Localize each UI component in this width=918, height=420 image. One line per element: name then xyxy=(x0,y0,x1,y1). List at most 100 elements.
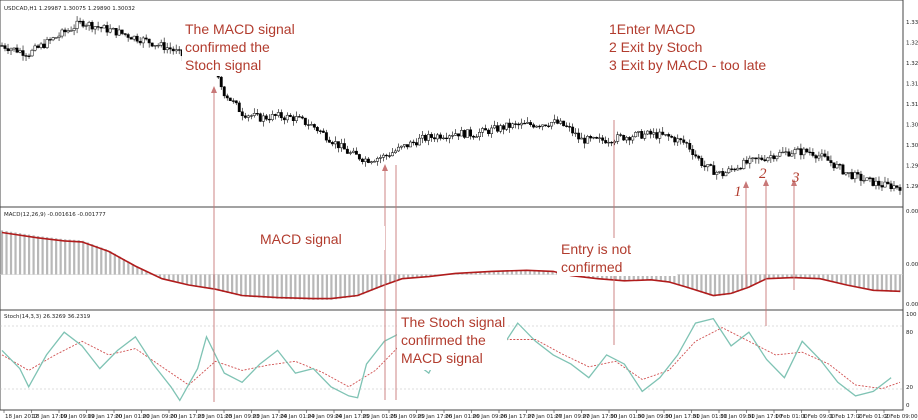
macd-tick-label: 0.00 xyxy=(906,209,918,215)
price-tick-label: 1.30 xyxy=(906,143,918,149)
candle-body xyxy=(378,157,382,159)
macd-histogram-bar xyxy=(118,256,121,275)
candle-body xyxy=(264,115,268,120)
candle-body xyxy=(424,134,427,141)
macd-histogram-bar xyxy=(9,231,13,275)
macd-histogram-bar xyxy=(501,270,504,275)
macd-histogram-bar xyxy=(777,274,780,279)
macd-histogram-bar xyxy=(253,274,256,298)
candle-body xyxy=(505,122,509,130)
candle-body xyxy=(399,145,403,148)
price-tick-label: 1.31 xyxy=(906,82,918,88)
candle-body xyxy=(225,95,229,99)
candle-body xyxy=(691,149,695,155)
candle-body xyxy=(709,164,713,166)
candle-body xyxy=(402,144,406,147)
macd-histogram-bar xyxy=(190,274,193,286)
time-tick-label: 18 Jan 2017 xyxy=(5,414,38,420)
stoch-axis: 100 80 20 0 xyxy=(906,312,917,409)
candle-body xyxy=(847,172,851,174)
macd-histogram-bar xyxy=(398,274,401,281)
candle-body xyxy=(697,155,701,159)
candle-body xyxy=(87,22,91,26)
candle-body xyxy=(808,151,812,154)
macd-histogram-bar xyxy=(835,274,838,284)
macd-histogram-bar xyxy=(208,274,211,289)
candle-body xyxy=(366,158,370,163)
candle-body xyxy=(138,40,142,44)
candle-body xyxy=(820,153,824,157)
candle-body xyxy=(535,125,539,128)
macd-histogram-bar xyxy=(759,274,762,283)
candle-body xyxy=(598,137,602,139)
candle-body xyxy=(48,39,52,41)
macd-histogram-bar xyxy=(853,274,856,288)
macd-histogram-bar xyxy=(849,274,852,287)
candle-body xyxy=(487,129,490,134)
macd-histogram-bar xyxy=(619,274,622,281)
candle-body xyxy=(156,44,160,47)
candle-body xyxy=(751,157,755,159)
candle-body xyxy=(99,27,103,29)
candle-body xyxy=(174,49,178,52)
macd-histogram-bar xyxy=(474,272,477,275)
stoch-tick-label: 100 xyxy=(906,312,917,318)
macd-histogram-bar xyxy=(709,274,712,296)
candle-body xyxy=(877,180,881,186)
macd-histogram-bar xyxy=(429,274,432,277)
stoch-tick-label: 0 xyxy=(906,403,910,409)
candle-body xyxy=(276,112,280,116)
candle-body xyxy=(538,125,542,128)
macd-histogram-bar xyxy=(370,274,374,291)
candle-body xyxy=(421,134,424,139)
candle-body xyxy=(673,137,677,143)
candle-body xyxy=(258,113,262,122)
macd-histogram-bar xyxy=(686,274,690,289)
time-tick-label: 2 Feb 01:00 xyxy=(858,414,891,420)
candle-body xyxy=(712,165,716,175)
candle-body xyxy=(562,120,566,127)
candle-body xyxy=(748,157,752,164)
macd-line xyxy=(1,231,901,300)
candle-body xyxy=(790,153,794,157)
macd-histogram-bar xyxy=(416,274,419,278)
candle-body xyxy=(871,177,875,186)
arrow-5 xyxy=(791,179,797,186)
candle-body xyxy=(6,48,10,52)
macd-histogram-bar xyxy=(898,274,902,293)
candle-body xyxy=(658,131,662,139)
candle-body xyxy=(787,151,791,157)
candle-body xyxy=(625,137,629,141)
time-tick-label: 30 Jan 09:00 xyxy=(638,414,673,420)
candle-body xyxy=(622,135,626,141)
macd-histogram-bar xyxy=(325,274,329,300)
macd-histogram-bar xyxy=(18,233,22,275)
candle-body xyxy=(222,86,226,97)
macd-histogram-bar xyxy=(614,274,617,281)
candle-body xyxy=(165,47,169,51)
time-tick-label: 1 Feb 09:00 xyxy=(803,414,836,420)
candle-body xyxy=(333,141,337,145)
macd-histogram-bar xyxy=(330,274,333,300)
candle-body xyxy=(580,137,584,140)
candle-body xyxy=(667,134,671,137)
candle-body xyxy=(595,136,599,139)
time-tick-label: 20 Jan 09:00 xyxy=(143,414,178,420)
macd-histogram-bar xyxy=(425,274,428,277)
candle-body xyxy=(66,30,70,33)
candle-body xyxy=(15,47,19,53)
candle-body xyxy=(297,116,301,118)
signal-lines xyxy=(213,88,795,402)
time-tick-label: 30 Jan 01:00 xyxy=(610,414,645,420)
candle-body xyxy=(730,168,734,170)
candle-body xyxy=(357,154,361,160)
time-tick-label: 24 Jan 17:00 xyxy=(335,414,370,420)
macd-histogram-bar xyxy=(510,270,514,275)
macd-histogram-bar xyxy=(176,274,180,283)
time-tick-label: 24 Jan 01:00 xyxy=(280,414,315,420)
candle-body xyxy=(309,124,313,126)
macd-histogram-bar xyxy=(542,270,545,275)
candle-body xyxy=(481,128,484,133)
macd-histogram-bar xyxy=(551,271,554,275)
macd-histogram-bar xyxy=(813,274,816,279)
